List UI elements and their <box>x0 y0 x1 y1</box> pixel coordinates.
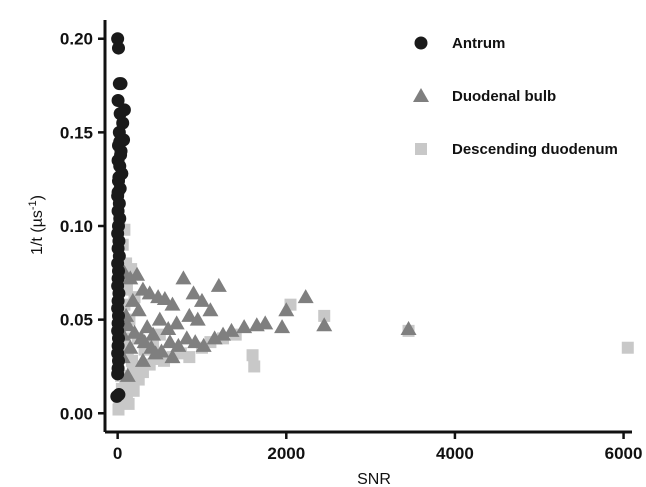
data-point-triangle <box>202 302 219 317</box>
legend-marker-triangle <box>413 88 429 102</box>
data-point-triangle <box>189 311 206 326</box>
data-point-triangle <box>122 339 139 354</box>
data-point-triangle <box>164 296 181 311</box>
x-tick-label: 4000 <box>436 444 474 463</box>
data-point-triangle <box>297 289 314 304</box>
data-point-triangle <box>122 270 139 285</box>
data-point-circle <box>113 135 127 149</box>
data-point-triangle <box>126 324 143 339</box>
data-point-square <box>621 341 634 354</box>
data-point-triangle <box>236 319 253 334</box>
data-point-square <box>112 403 125 416</box>
y-axis-title-close: ) <box>29 195 46 200</box>
data-point-triangle <box>195 337 212 352</box>
data-point-triangle <box>130 302 147 317</box>
x-ticks: 0 2000 4000 6000 <box>113 432 643 463</box>
series-triangle <box>114 264 417 382</box>
data-point-square <box>122 397 135 410</box>
legend-marker-circle <box>414 36 428 50</box>
x-axis-title: SNR <box>357 471 391 487</box>
data-point-triangle <box>181 307 198 322</box>
data-point-triangle <box>145 326 162 341</box>
data-point-triangle <box>129 266 146 281</box>
data-point-square <box>248 360 261 373</box>
data-point-triangle <box>185 285 202 300</box>
data-point-triangle <box>316 317 333 332</box>
data-point-circle <box>111 94 125 108</box>
data-point-triangle <box>274 319 291 334</box>
data-point-triangle <box>223 322 240 337</box>
x-tick-label: 0 <box>113 444 122 463</box>
data-point-triangle <box>168 315 185 330</box>
data-point-square <box>318 309 331 322</box>
data-point-triangle <box>119 317 136 332</box>
data-point-square <box>127 384 140 397</box>
x-tick-label: 6000 <box>605 444 643 463</box>
data-point-triangle <box>210 277 227 292</box>
legend-label: Descending duodenum <box>452 141 618 158</box>
data-point-triangle <box>124 292 141 307</box>
y-tick-label: 0.20 <box>60 30 93 49</box>
y-axis-title-main: 1/t (µs <box>29 210 46 255</box>
data-point-triangle <box>139 319 156 334</box>
legend: Antrum Duodenal bulb Descending duodenum <box>413 35 618 158</box>
data-point-triangle <box>119 367 136 382</box>
legend-label: Antrum <box>452 35 505 52</box>
data-point-circle <box>114 148 128 162</box>
legend-label: Duodenal bulb <box>452 88 556 105</box>
data-point-square <box>246 349 259 362</box>
y-tick-label: 0.05 <box>60 311 93 330</box>
data-point-triangle <box>257 315 274 330</box>
y-tick-label: 0.00 <box>60 404 93 423</box>
data-point-circle <box>111 41 125 55</box>
data-point-triangle <box>170 337 187 352</box>
data-point-triangle <box>141 285 158 300</box>
data-point-triangle <box>147 345 164 360</box>
data-point-square <box>183 351 196 364</box>
data-point-triangle <box>215 326 232 341</box>
data-point-triangle <box>278 302 295 317</box>
legend-marker-square <box>415 143 427 155</box>
data-point-circle <box>114 77 128 91</box>
data-point-square <box>123 377 136 390</box>
data-points <box>110 32 634 416</box>
axes: 0 2000 4000 6000 0.00 0.05 0.10 0.15 0.20 <box>60 20 643 463</box>
data-point-triangle <box>156 291 173 306</box>
data-point-circle <box>111 32 125 46</box>
series-circle <box>110 32 131 403</box>
data-point-circle <box>111 185 125 199</box>
data-point-circle <box>111 367 125 381</box>
y-tick-label: 0.15 <box>60 123 93 142</box>
data-point-triangle <box>134 352 151 367</box>
data-point-triangle <box>175 270 192 285</box>
y-tick-label: 0.10 <box>60 217 93 236</box>
data-point-square <box>126 366 139 379</box>
y-axis-title: 1/t (µs-1) <box>27 195 46 255</box>
data-point-triangle <box>187 334 204 349</box>
x-tick-label: 2000 <box>267 444 305 463</box>
data-point-triangle <box>161 334 178 349</box>
data-point-triangle <box>164 349 181 364</box>
data-point-triangle <box>193 292 210 307</box>
y-axis-title-superscript: -1 <box>27 200 39 210</box>
data-point-triangle <box>400 321 417 335</box>
data-point-triangle <box>151 311 168 326</box>
data-point-triangle <box>206 330 223 345</box>
y-ticks: 0.00 0.05 0.10 0.15 0.20 <box>60 30 105 423</box>
data-point-triangle <box>160 321 177 335</box>
data-point-circle <box>112 388 126 402</box>
data-point-circle <box>112 170 126 184</box>
data-point-triangle <box>178 330 195 345</box>
